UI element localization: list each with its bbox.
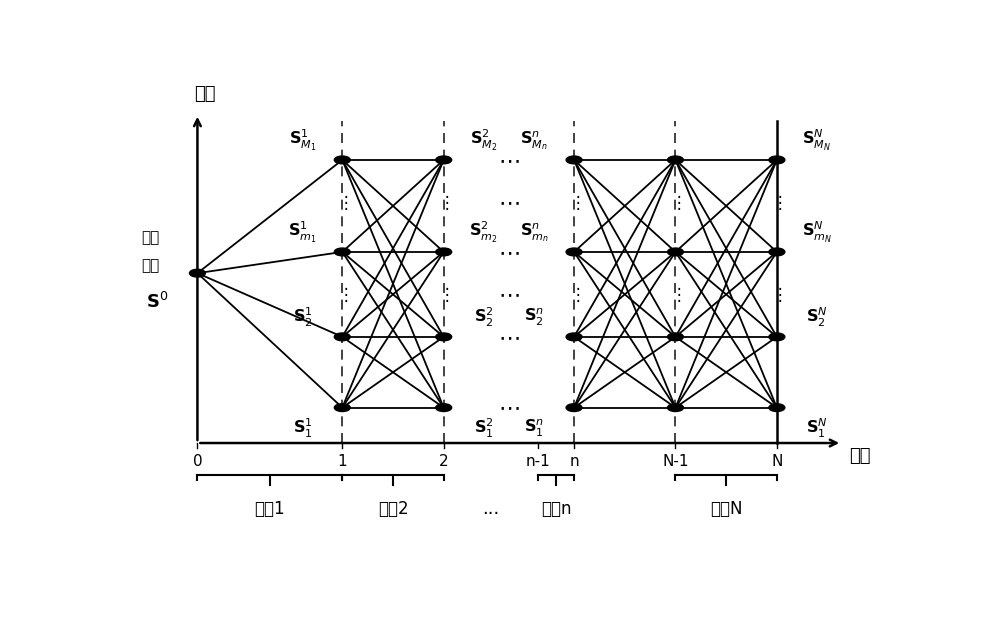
Text: ...: ... [482, 499, 499, 518]
Circle shape [769, 404, 785, 411]
Text: 阶兗1: 阶兗1 [255, 499, 285, 518]
Circle shape [769, 333, 785, 341]
Circle shape [668, 156, 683, 164]
Text: $\cdots$: $\cdots$ [498, 398, 520, 418]
Circle shape [436, 404, 452, 411]
Text: 2: 2 [439, 454, 449, 469]
Circle shape [668, 404, 683, 411]
Text: $\mathbf{S}^N_{M_N}$: $\mathbf{S}^N_{M_N}$ [802, 128, 831, 153]
Text: $\cdots$: $\cdots$ [498, 192, 520, 213]
Circle shape [566, 333, 582, 341]
Text: $\mathbf{S}^N_{m_N}$: $\mathbf{S}^N_{m_N}$ [802, 220, 832, 245]
Circle shape [566, 248, 582, 256]
Text: $\mathbf{S}^2_{2}$: $\mathbf{S}^2_{2}$ [474, 306, 493, 329]
Circle shape [436, 333, 452, 341]
Text: 阶段: 阶段 [849, 446, 871, 464]
Text: 阶段N: 阶段N [710, 499, 742, 518]
Text: 状态: 状态 [194, 85, 215, 103]
Text: N-1: N-1 [662, 454, 689, 469]
Text: $\mathbf{S}^1_{m_1}$: $\mathbf{S}^1_{m_1}$ [288, 220, 317, 245]
Text: $\vdots$: $\vdots$ [771, 193, 782, 212]
Text: $\vdots$: $\vdots$ [771, 285, 782, 304]
Text: $\mathbf{S}^n_{M_n}$: $\mathbf{S}^n_{M_n}$ [520, 129, 548, 152]
Circle shape [189, 269, 205, 277]
Text: $\vdots$: $\vdots$ [569, 193, 580, 212]
Text: $\cdots$: $\cdots$ [498, 150, 520, 170]
Circle shape [769, 156, 785, 164]
Text: $\vdots$: $\vdots$ [337, 193, 348, 212]
Circle shape [668, 333, 683, 341]
Text: $\mathbf{S}^2_{1}$: $\mathbf{S}^2_{1}$ [474, 418, 493, 441]
Circle shape [334, 333, 350, 341]
Text: $\mathbf{S}^1_{M_1}$: $\mathbf{S}^1_{M_1}$ [289, 128, 316, 153]
Text: $\mathbf{S}^n_{m_n}$: $\mathbf{S}^n_{m_n}$ [520, 221, 549, 244]
Text: $\mathbf{S}^2_{m_2}$: $\mathbf{S}^2_{m_2}$ [469, 220, 498, 245]
Text: $\mathbf{S}^0$: $\mathbf{S}^0$ [146, 291, 169, 311]
Text: 初始: 初始 [141, 230, 159, 245]
Text: $\cdots$: $\cdots$ [498, 242, 520, 262]
Text: 阶兗2: 阶兗2 [378, 499, 408, 518]
Text: 0: 0 [193, 454, 202, 469]
Circle shape [334, 404, 350, 411]
Text: $\mathbf{S}^2_{M_2}$: $\mathbf{S}^2_{M_2}$ [470, 128, 497, 153]
Text: $\vdots$: $\vdots$ [438, 193, 449, 212]
Text: $\vdots$: $\vdots$ [670, 285, 681, 304]
Text: $\cdots$: $\cdots$ [498, 284, 520, 304]
Text: 1: 1 [337, 454, 347, 469]
Text: n: n [569, 454, 579, 469]
Text: $\mathbf{S}^n_{1}$: $\mathbf{S}^n_{1}$ [524, 418, 544, 439]
Circle shape [769, 248, 785, 256]
Circle shape [566, 404, 582, 411]
Text: $\mathbf{S}^1_{2}$: $\mathbf{S}^1_{2}$ [293, 306, 312, 329]
Circle shape [334, 156, 350, 164]
Text: $\vdots$: $\vdots$ [670, 193, 681, 212]
Text: $\mathbf{S}^n_{2}$: $\mathbf{S}^n_{2}$ [524, 307, 544, 328]
Circle shape [436, 248, 452, 256]
Circle shape [436, 156, 452, 164]
Circle shape [668, 248, 683, 256]
Circle shape [334, 248, 350, 256]
Text: $\vdots$: $\vdots$ [569, 285, 580, 304]
Text: $\mathbf{S}^N_{2}$: $\mathbf{S}^N_{2}$ [806, 306, 828, 329]
Text: $\mathbf{S}^N_{1}$: $\mathbf{S}^N_{1}$ [806, 418, 828, 441]
Text: $\mathbf{S}^1_{1}$: $\mathbf{S}^1_{1}$ [293, 418, 312, 441]
Text: 阶段n: 阶段n [541, 499, 571, 518]
Text: n-1: n-1 [525, 454, 550, 469]
Text: $\vdots$: $\vdots$ [337, 285, 348, 304]
Text: $\cdots$: $\cdots$ [498, 327, 520, 347]
Text: N: N [771, 454, 783, 469]
Text: $\vdots$: $\vdots$ [438, 285, 449, 304]
Text: 状态: 状态 [141, 259, 159, 274]
Circle shape [566, 156, 582, 164]
